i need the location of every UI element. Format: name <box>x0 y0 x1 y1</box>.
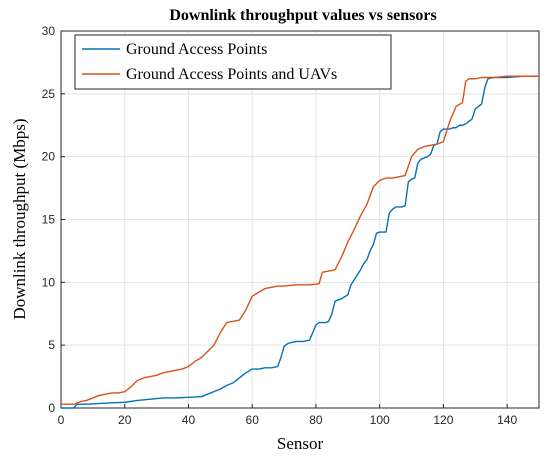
x-tick-label: 80 <box>309 413 323 427</box>
x-tick-label: 100 <box>370 413 390 427</box>
axis-ticks: 0 20 40 60 80 100 120 140 0 5 10 15 20 25 30 <box>42 24 518 427</box>
x-tick-label: 20 <box>118 413 132 427</box>
y-axis-label: Downlink throughput (Mbps) <box>10 118 29 319</box>
series-line-ground <box>61 75 539 409</box>
y-tick-label: 5 <box>48 338 55 352</box>
legend-box <box>74 34 392 90</box>
legend: Ground Access Points Ground Access Point… <box>74 34 392 90</box>
x-axis-label: Sensor <box>277 434 324 453</box>
x-tick-label: 0 <box>58 413 65 427</box>
series-lines <box>61 75 539 409</box>
y-tick-label: 30 <box>42 24 56 38</box>
grid <box>60 30 539 409</box>
chart-title: Downlink throughput values vs sensors <box>169 7 436 24</box>
x-tick-label: 120 <box>433 413 453 427</box>
legend-label-ground-uavs: Ground Access Points and UAVs <box>126 66 337 83</box>
series-line-ground-uavs <box>61 75 539 405</box>
x-tick-label: 60 <box>246 413 260 427</box>
y-tick-label: 10 <box>42 275 56 289</box>
x-tick-label: 140 <box>497 413 517 427</box>
y-tick-label: 20 <box>42 150 56 164</box>
x-tick-label: 40 <box>182 413 196 427</box>
y-tick-label: 25 <box>42 87 56 101</box>
y-tick-label: 0 <box>48 401 55 415</box>
legend-label-ground: Ground Access Points <box>126 41 267 58</box>
y-tick-label: 15 <box>42 213 56 227</box>
